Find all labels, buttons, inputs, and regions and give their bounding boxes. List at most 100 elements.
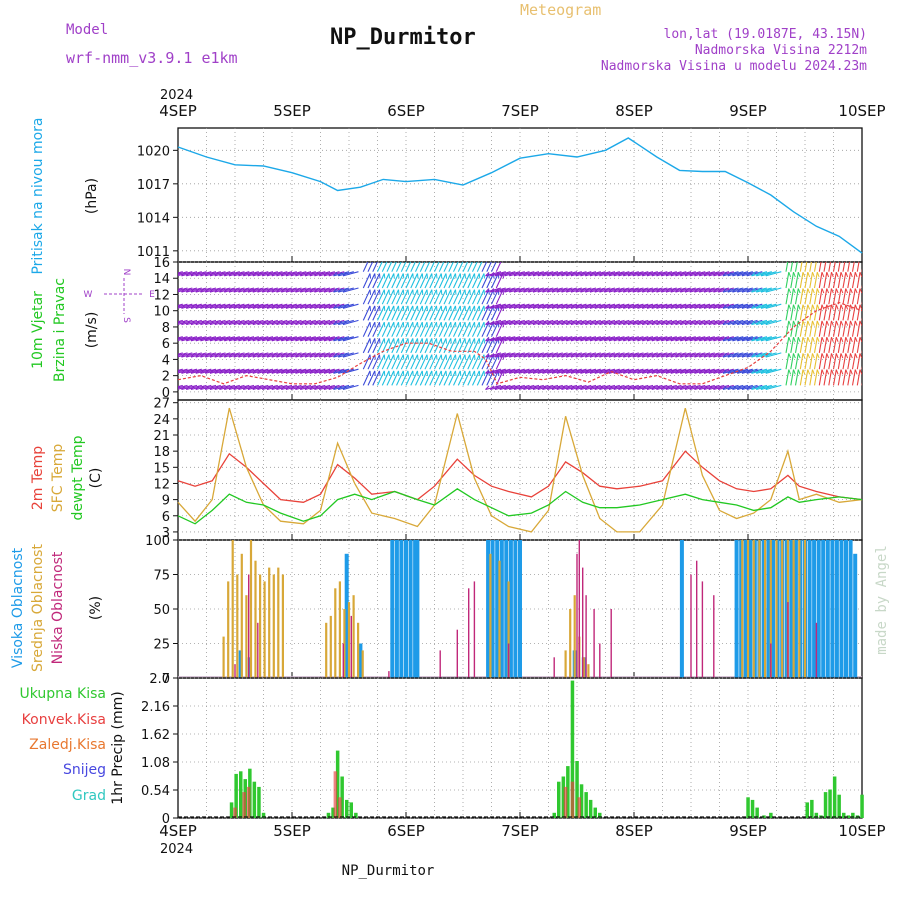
day-label-bottom: 7SEP xyxy=(501,822,539,840)
wind-barb xyxy=(419,289,428,305)
low-cloud-bar xyxy=(713,595,715,678)
wind-barb xyxy=(377,354,385,370)
wind-ytick-label: 0 xyxy=(162,386,170,401)
day-label-bottom: 6SEP xyxy=(387,822,425,840)
wind-barb xyxy=(391,338,399,354)
wind-barb xyxy=(396,305,404,321)
wind-barb-head xyxy=(651,320,656,325)
wind-barb-head xyxy=(523,271,528,277)
high-cloud-bar xyxy=(499,540,504,678)
wind-barb-head xyxy=(618,304,623,309)
wind-barb-head xyxy=(271,369,276,374)
wind-barb-head xyxy=(513,304,518,309)
mid-cloud-bar xyxy=(507,581,510,678)
wind-barb-head xyxy=(214,336,219,342)
precip-ytick-label: 1.62 xyxy=(141,728,170,743)
wind-barb-head xyxy=(398,354,400,360)
wind-barb-head xyxy=(627,304,632,309)
wind-barb-head xyxy=(508,369,514,374)
wind-barb-head xyxy=(238,336,243,342)
wind-barb-head xyxy=(826,288,830,294)
wind-barb-head xyxy=(831,320,834,326)
wind-barb-head xyxy=(637,369,642,374)
wind-barb xyxy=(785,262,789,272)
wind-barb-head xyxy=(584,336,590,342)
wind-barb-head xyxy=(812,337,815,342)
wind-barb-head xyxy=(494,353,499,358)
wind-barb xyxy=(462,273,471,289)
wind-barb-head xyxy=(741,336,746,342)
wind-barb-head xyxy=(204,288,210,293)
wind-barb-head xyxy=(845,337,849,342)
wind-barb xyxy=(828,353,833,370)
wind-barb-head xyxy=(309,320,314,325)
wind-barb-head xyxy=(831,337,834,342)
wind-barb-head xyxy=(694,288,699,293)
wind-barb xyxy=(443,273,452,289)
wind-barb-head xyxy=(580,288,585,293)
wind-barb-head xyxy=(708,288,713,293)
total-precip-bar xyxy=(234,773,238,818)
wind-barb xyxy=(391,354,399,370)
wind-barb-head xyxy=(835,353,839,359)
wind-barb-head xyxy=(502,322,504,328)
wind-barb xyxy=(785,337,790,353)
wind-barb-head xyxy=(542,271,547,277)
wind-barb-head xyxy=(469,354,471,360)
wind-barb-head xyxy=(594,271,599,277)
wind-barb-head xyxy=(822,256,824,261)
wind-barb-head xyxy=(266,320,271,325)
wind-barb-head xyxy=(797,353,801,359)
wind-barb xyxy=(434,321,442,337)
wind-barb-head xyxy=(426,354,428,360)
wind-barb-head xyxy=(679,304,685,309)
wind-barb-head xyxy=(679,353,685,358)
wind-barb-head xyxy=(328,369,333,374)
wind-barb xyxy=(823,353,828,370)
wind-barb-head xyxy=(713,353,718,358)
wind-barb-head xyxy=(807,272,811,278)
wind-barb-head xyxy=(290,369,295,374)
low-cloud-bar xyxy=(701,581,704,678)
wind-barb-head xyxy=(266,304,271,309)
wind-barb-head xyxy=(537,271,542,277)
wind-barb-head xyxy=(204,385,210,390)
wind-barb-head xyxy=(436,338,438,344)
wind-barb xyxy=(443,262,450,272)
wind-barb-head xyxy=(732,320,737,325)
wind-barb xyxy=(804,288,809,305)
wind-barb xyxy=(396,289,404,305)
wind-barb-head xyxy=(508,385,514,390)
wind-barb-head xyxy=(660,353,666,358)
wind-barb-head xyxy=(290,336,295,342)
wind-barb-head xyxy=(485,320,490,325)
wind-barb xyxy=(481,370,490,386)
wind-barb-head xyxy=(561,288,566,293)
wind-barb-head xyxy=(494,288,499,293)
low-cloud-bar xyxy=(576,553,578,678)
wind-barb xyxy=(467,262,473,272)
wind-barb-head xyxy=(727,336,732,342)
wind-barb-head xyxy=(233,336,238,342)
wind-barb xyxy=(790,288,795,305)
wind-barb-head xyxy=(599,353,604,358)
wind-barb xyxy=(453,354,461,370)
conv-precip-bar xyxy=(233,807,237,818)
wind-barb-head xyxy=(694,320,699,325)
wind-barb-head xyxy=(504,320,509,325)
wind-barb-head xyxy=(276,271,281,277)
wind-barb-head xyxy=(746,385,751,390)
wind-barb xyxy=(377,289,385,305)
wind-barb xyxy=(760,368,777,374)
wind-barb-head xyxy=(589,288,594,293)
wind-barb xyxy=(804,262,808,272)
wind-barb-head xyxy=(613,320,618,325)
wind-barb-head xyxy=(314,320,319,325)
wind-barb xyxy=(419,354,428,370)
wind-barb-head xyxy=(713,320,718,325)
wind-barb-head xyxy=(459,322,462,328)
wind-barb-head xyxy=(854,288,858,294)
wind-barb xyxy=(342,336,359,342)
wind-barb-head xyxy=(741,320,746,325)
wind-barb-head xyxy=(542,288,547,293)
